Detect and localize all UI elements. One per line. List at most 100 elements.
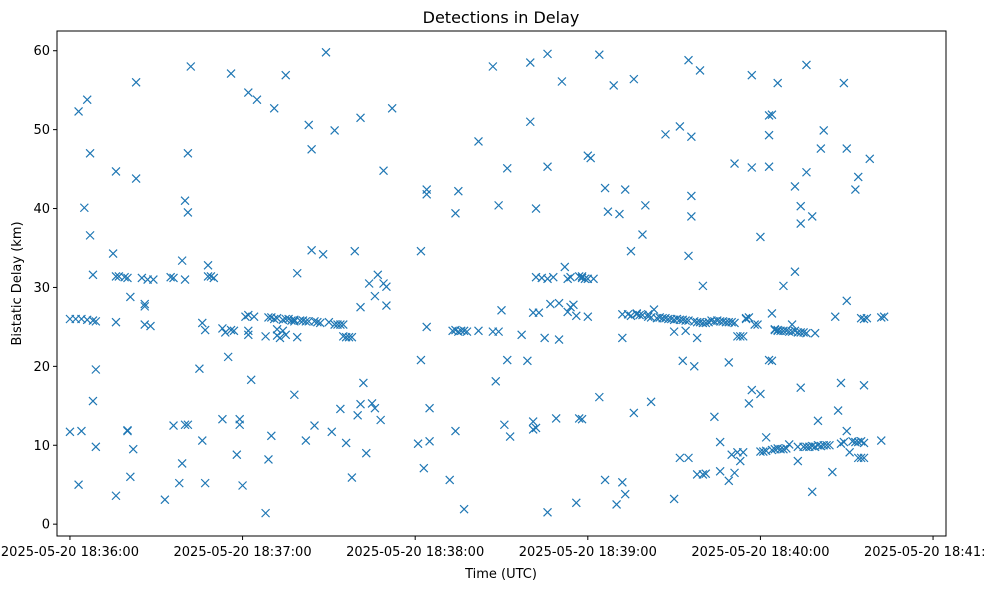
detection-marker [787, 320, 797, 329]
detection-marker [545, 299, 555, 309]
detection-marker [85, 148, 95, 158]
detection-marker [796, 201, 806, 211]
detection-marker [827, 467, 837, 477]
detection-marker [793, 456, 803, 466]
detection-marker [744, 313, 754, 322]
detection-marker [853, 172, 863, 182]
detection-marker [554, 335, 564, 344]
detection-marker [166, 272, 176, 282]
detection-marker [335, 320, 345, 329]
detection-marker [422, 322, 432, 332]
detection-marker [738, 447, 748, 457]
detection-marker [252, 95, 262, 105]
detection-marker [243, 330, 253, 340]
detection-marker [615, 209, 624, 219]
detection-marker [724, 476, 734, 486]
detection-marker [675, 122, 685, 131]
detection-marker [462, 327, 472, 337]
detection-marker [353, 410, 363, 420]
x-tick-label: 2025-05-20 18:41:00 [864, 545, 984, 560]
detection-marker [91, 365, 101, 374]
detection-marker [177, 458, 187, 468]
detection-marker [836, 439, 846, 449]
detection-marker [88, 396, 98, 406]
detection-marker [807, 212, 817, 221]
detection-marker [865, 154, 875, 164]
detection-marker [727, 317, 737, 327]
detection-marker [856, 436, 866, 446]
detection-marker [764, 355, 774, 365]
detection-marker [715, 437, 725, 447]
detection-marker [218, 324, 227, 333]
detection-marker [335, 404, 345, 414]
detection-marker [140, 320, 150, 329]
detection-marker [594, 392, 604, 402]
detection-marker [226, 69, 236, 79]
x-axis: 2025-05-20 18:36:00 2025-05-20 18:37:00 20… [1, 536, 984, 560]
detection-marker [120, 272, 130, 282]
detection-marker [425, 436, 434, 446]
detection-marker [370, 291, 380, 301]
detection-marker [261, 508, 271, 518]
detection-marker [842, 144, 852, 153]
detection-marker [315, 318, 325, 328]
detection-marker [810, 328, 820, 338]
detection-marker [715, 466, 725, 476]
detection-marker [502, 163, 512, 173]
detection-marker [416, 246, 426, 256]
detection-marker [347, 332, 357, 342]
detection-marker [758, 447, 768, 456]
detection-marker [640, 200, 650, 210]
detection-marker [140, 301, 150, 311]
detection-marker [82, 95, 92, 105]
detection-marker [876, 436, 886, 445]
detection-marker [626, 246, 636, 256]
detection-marker [272, 324, 282, 334]
detection-marker [281, 70, 291, 80]
detection-marker [701, 318, 711, 328]
detection-marker [367, 399, 377, 408]
detection-marker [272, 313, 282, 323]
detection-marker [229, 326, 239, 336]
detection-marker [833, 406, 843, 415]
detection-marker [807, 487, 817, 497]
detection-marker [669, 494, 679, 504]
detection-marker [692, 333, 702, 343]
detection-marker [859, 380, 869, 390]
detection-marker [813, 416, 823, 426]
detection-marker [753, 320, 762, 329]
detection-marker [183, 148, 193, 158]
detection-marker [560, 262, 570, 272]
detection-marker [836, 378, 846, 388]
detection-marker [108, 249, 118, 258]
detection-marker [701, 469, 711, 479]
x-tick-label: 2025-05-20 18:36:00 [1, 545, 139, 560]
detection-marker [180, 275, 190, 284]
detection-marker [261, 331, 271, 341]
detection-marker [91, 316, 101, 326]
detection-marker [186, 62, 196, 71]
data-markers [65, 47, 889, 518]
detection-marker [839, 78, 849, 88]
detection-marker [686, 132, 696, 142]
detection-marker [344, 332, 354, 342]
detection-marker [246, 375, 256, 385]
plot-frame [56, 30, 947, 537]
detection-marker [85, 230, 95, 240]
detection-marker [123, 426, 132, 436]
detection-marker [264, 455, 273, 464]
detection-marker [180, 196, 190, 206]
detection-marker [307, 144, 317, 154]
detection-marker [379, 166, 388, 176]
chart-title: Detections in Delay [423, 8, 580, 27]
detection-marker [488, 62, 498, 71]
detection-marker [373, 270, 383, 280]
detection-marker [750, 320, 760, 329]
detection-marker [494, 200, 504, 210]
detection-marker [356, 113, 365, 123]
detection-marker [281, 314, 291, 324]
detection-marker [540, 333, 550, 343]
detection-marker [638, 230, 647, 240]
detection-marker [451, 208, 460, 218]
